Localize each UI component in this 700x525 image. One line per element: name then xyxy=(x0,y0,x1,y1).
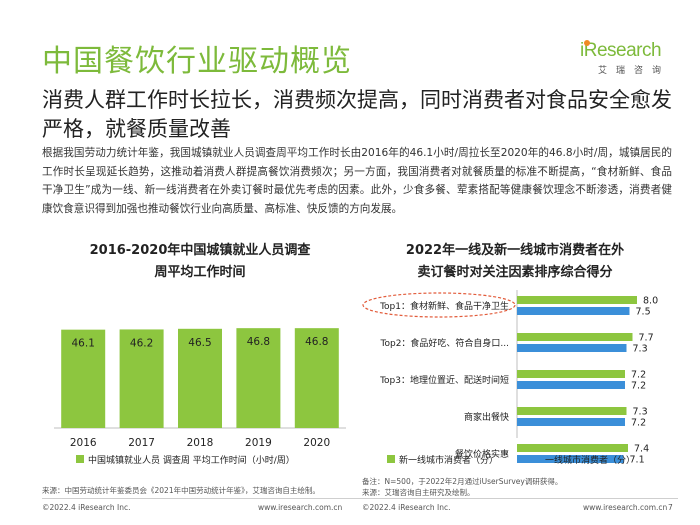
chart2-category-label: 餐饮价格实惠 xyxy=(455,448,509,460)
chart2-bar xyxy=(517,344,627,352)
chart2-bar xyxy=(517,418,625,426)
chart2-bar xyxy=(517,444,628,452)
chart1-tick-label: 2018 xyxy=(187,437,214,449)
chart2-bar xyxy=(517,307,630,315)
chart1-data-label: 46.2 xyxy=(130,337,153,349)
chart2-data-label: 7.5 xyxy=(636,307,651,318)
chart1-data-label: 46.8 xyxy=(247,336,270,348)
chart2-legend-swatch-a xyxy=(387,455,395,463)
chart1-legend-swatch xyxy=(76,455,84,463)
chart2-bar xyxy=(517,407,627,415)
chart2-data-label: 7.4 xyxy=(634,444,649,455)
chart2-note: 备注：N=500，于2022年2月通过iUserSurvey调研获得。 xyxy=(362,477,563,486)
chart1-bar xyxy=(119,329,164,428)
top1-highlight-ellipse xyxy=(362,292,516,318)
logo-subtext: 艾瑞咨询 xyxy=(598,66,671,76)
page-subtitle: 消费人群工作时长拉长，消费频次提高，同时消费者对食品安全愈发严格，就餐质量改善 xyxy=(42,88,672,141)
chart1-title-line2: 周平均工作时间 xyxy=(154,265,246,280)
chart1-svg: 46.1 2016 46.2 2017 46.5 2018 46.8 2019 46.8 2020… xyxy=(54,328,346,466)
chart1-bar xyxy=(178,328,222,428)
chart2-bar xyxy=(517,381,625,389)
chart2-data-label: 7.1 xyxy=(630,455,645,466)
chart2-category-label: Top1：食材新鲜、食品干净卫生 xyxy=(379,300,509,312)
chart1-data-label: 46.5 xyxy=(188,337,211,349)
chart1-title: 2016-2020年中国城镇就业人员调查 周平均工作时间 xyxy=(60,240,340,284)
chart2-title-line2: 卖订餐时对关注因素排序综合得分 xyxy=(417,265,613,280)
chart2-bar xyxy=(517,370,625,378)
chart1-tick-label: 2016 xyxy=(70,437,97,449)
chart2-legend-label-b: 一线城市消费者（分） xyxy=(545,454,635,466)
chart2-data-label: 8.0 xyxy=(643,296,658,307)
chart1-title-line1: 2016-2020年中国城镇就业人员调查 xyxy=(89,243,311,258)
chart1-data-label: 46.8 xyxy=(305,336,328,348)
chart2-data-label: 7.2 xyxy=(631,370,646,381)
chart2-data-label: 7.3 xyxy=(633,344,648,355)
chart1-tick-label: 2020 xyxy=(303,437,330,449)
chart2-bar xyxy=(517,296,637,304)
chart1-legend-label: 中国城镇就业人员 调查周 平均工作时间（小时/周） xyxy=(88,454,295,466)
iresearch-logo: iResearch 艾瑞咨询 xyxy=(580,40,670,76)
chart1-bar xyxy=(236,328,281,428)
chart1-tick-label: 2017 xyxy=(128,437,155,449)
page-title: 中国餐饮行业驱动概览 xyxy=(42,44,352,79)
chart2-source: 来源：艾瑞咨询自主研究及绘制。 xyxy=(362,488,475,497)
chart2-bar xyxy=(517,333,633,341)
chart2-title: 2022年一线及新一线城市消费者在外 卖订餐时对关注因素排序综合得分 xyxy=(370,240,660,284)
chart1-tick-label: 2019 xyxy=(245,437,272,449)
chart2-legend-swatch-b xyxy=(533,455,541,463)
chart1-bar xyxy=(294,328,339,428)
footer-left-url: www.iresearch.com.cn xyxy=(258,503,343,512)
footer-right-url: www.iresearch.com.cn xyxy=(583,503,668,512)
chart2-category-label: Top3：地理位置近、配送时间短 xyxy=(379,374,509,386)
chart2-category-label: 商家出餐快 xyxy=(464,411,509,423)
chart1-data-label: 46.1 xyxy=(72,338,95,350)
chart2-data-label: 7.2 xyxy=(631,418,646,429)
chart2-data-label: 7.2 xyxy=(631,381,646,392)
chart2-legend-label-a: 新一线城市消费者（分） xyxy=(399,454,498,466)
chart1-bar xyxy=(61,329,106,428)
footer-right-copyright: ©2022.4 iResearch Inc. xyxy=(362,503,451,512)
footer-left-copyright: ©2022.4 iResearch Inc. xyxy=(42,503,131,512)
footer-divider xyxy=(42,498,678,499)
chart2-title-line1: 2022年一线及新一线城市消费者在外 xyxy=(405,243,625,258)
logo-dot-icon xyxy=(584,40,590,46)
chart2-svg: Top1：食材新鲜、食品干净卫生 8.07.5 Top2：食品好吃、符合自身口...… xyxy=(362,290,658,466)
page-number: 7 xyxy=(668,503,673,512)
logo-text: iResearch xyxy=(580,40,662,61)
chart2-category-label: Top2：食品好吃、符合自身口... xyxy=(380,337,510,349)
chart2-bar xyxy=(517,455,624,463)
body-paragraph: 根据我国劳动力统计年鉴，我国城镇就业人员调查周平均工作时长由2016年的46.1… xyxy=(42,147,672,215)
chart2-data-label: 7.7 xyxy=(639,333,654,344)
chart2-data-label: 7.3 xyxy=(633,407,648,418)
chart1-source: 来源：中国劳动统计年鉴委员会《2021年中国劳动统计年鉴》，艾瑞咨询自主绘制。 xyxy=(42,486,320,495)
